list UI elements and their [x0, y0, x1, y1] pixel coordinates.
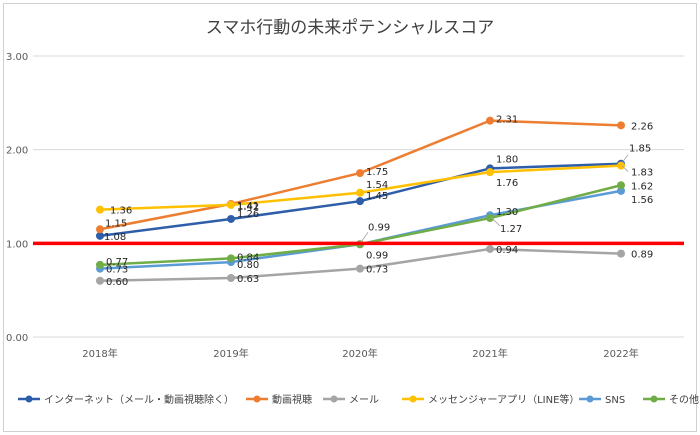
- data-label: 0.80: [237, 260, 259, 271]
- x-tick-label: 2022年: [603, 347, 638, 360]
- chart-title: スマホ行動の未来ポテンシャルスコア: [206, 18, 495, 38]
- x-tick-label: 2020年: [342, 347, 377, 360]
- data-label: 1.08: [104, 232, 126, 243]
- leader-line: [621, 154, 629, 163]
- data-label: 0.73: [106, 265, 128, 276]
- legend-marker: [409, 395, 417, 403]
- leader-line: [621, 165, 629, 172]
- data-label: 1.41: [237, 201, 259, 212]
- data-point: [617, 161, 625, 170]
- data-point: [96, 205, 104, 214]
- data-label: 1.27: [500, 224, 522, 235]
- data-label: 1.36: [110, 206, 132, 217]
- chart-frame: [3, 3, 697, 432]
- data-label: 0.94: [496, 245, 518, 256]
- legend-marker: [25, 395, 33, 403]
- leader-line: [360, 232, 369, 243]
- data-point: [96, 225, 104, 234]
- data-point: [486, 244, 494, 253]
- y-tick-label: 3.00: [6, 52, 28, 63]
- data-label: 0.73: [366, 265, 388, 276]
- legend-marker: [330, 395, 338, 403]
- legend-label: SNS: [605, 395, 625, 406]
- data-label: 2.31: [496, 115, 518, 126]
- data-point: [227, 273, 235, 282]
- data-point: [356, 197, 364, 206]
- data-point: [227, 200, 235, 209]
- data-label: 1.75: [366, 167, 388, 178]
- data-label: 1.80: [496, 154, 518, 165]
- data-label: 0.99: [366, 250, 388, 261]
- data-point: [486, 214, 494, 223]
- legend-marker: [253, 395, 261, 403]
- data-label: 1.30: [496, 207, 518, 218]
- data-point: [617, 121, 625, 130]
- data-label: 0.89: [631, 250, 653, 261]
- data-point: [96, 260, 104, 269]
- data-label: 1.54: [366, 180, 388, 191]
- data-point: [356, 169, 364, 178]
- legend-label: メッセンジャーアプリ（LINE等）: [428, 393, 579, 406]
- data-label: 1.26: [237, 209, 259, 220]
- data-label: 0.99: [368, 222, 390, 233]
- data-point: [617, 249, 625, 258]
- data-point: [96, 276, 104, 285]
- data-label: 1.42: [237, 202, 259, 213]
- data-point: [356, 188, 364, 197]
- data-label: 0.63: [237, 274, 259, 285]
- data-label: 0.77: [106, 257, 128, 268]
- data-label: 1.45: [366, 191, 388, 202]
- data-point: [617, 181, 625, 190]
- data-label: 2.26: [631, 121, 653, 132]
- legend-label: その他: [669, 393, 699, 406]
- y-tick-label: 1.00: [6, 239, 28, 250]
- data-label: 1.83: [631, 168, 653, 179]
- legend-label: メール: [349, 395, 379, 406]
- data-label: 1.15: [105, 218, 127, 229]
- legend-marker: [586, 395, 594, 403]
- legend-label: 動画視聴: [272, 393, 312, 406]
- x-tick-label: 2019年: [213, 347, 248, 360]
- data-point: [486, 116, 494, 125]
- x-tick-label: 2018年: [82, 347, 117, 360]
- data-point: [227, 214, 235, 223]
- leader-line: [490, 216, 501, 227]
- data-label: 1.62: [631, 181, 653, 192]
- legend-label: インターネット（メール・動画視聴除く）: [44, 393, 234, 406]
- data-label: 0.84: [237, 252, 259, 263]
- data-point: [356, 264, 364, 273]
- data-point: [486, 168, 494, 177]
- data-point: [227, 254, 235, 263]
- data-label: 0.60: [106, 277, 128, 288]
- y-tick-label: 2.00: [6, 146, 28, 157]
- x-tick-label: 2021年: [472, 347, 507, 360]
- data-label: 1.76: [496, 178, 518, 189]
- data-label: 1.85: [629, 144, 651, 155]
- data-label: 1.56: [631, 195, 653, 206]
- data-point: [96, 231, 104, 240]
- y-tick-label: 0.00: [6, 333, 28, 344]
- legend-marker: [650, 395, 658, 403]
